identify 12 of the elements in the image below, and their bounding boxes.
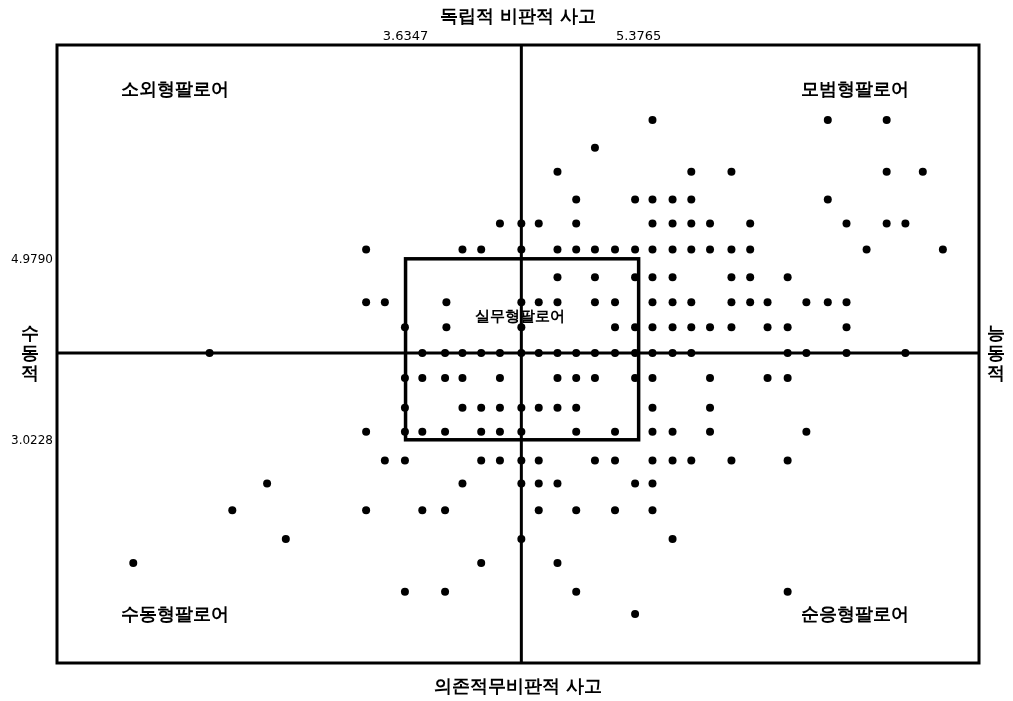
x-tick-label: 5.3765 [615, 28, 662, 43]
annotation: 수동형팔로어 [121, 603, 229, 624]
y2-axis-title: 능동적 [987, 322, 1005, 384]
x-axis-title: 의존적무비판적 사고 [433, 675, 603, 696]
chart-title: 독립적 비판적 사고 [439, 5, 597, 26]
annotation: 소외형팔로어 [121, 78, 229, 99]
annotation: 순응형팔로어 [801, 603, 909, 624]
y-tick-label: 3.0228 [11, 433, 53, 448]
y-tick-label: 4.9790 [11, 252, 53, 267]
y-axis-title: 수동적 [21, 322, 39, 384]
annotation: 모범형팔로어 [801, 78, 909, 99]
x-tick-label: 3.6347 [382, 28, 429, 43]
